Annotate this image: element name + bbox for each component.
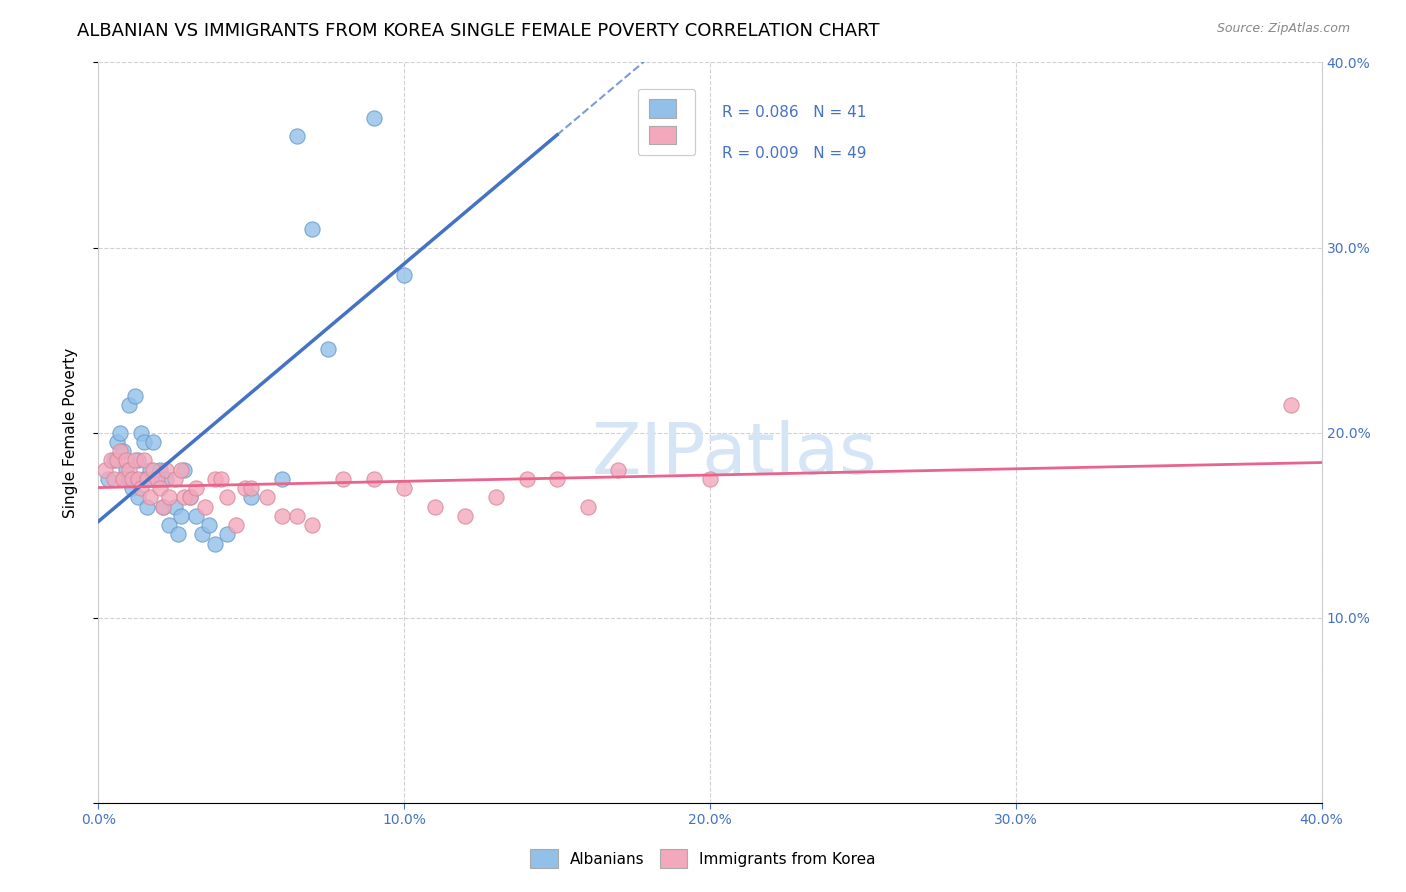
Point bbox=[194, 500, 217, 514]
Point bbox=[516, 472, 538, 486]
Point bbox=[363, 472, 385, 486]
Point bbox=[1279, 398, 1302, 412]
Point bbox=[105, 434, 128, 449]
Point bbox=[301, 222, 323, 236]
Point bbox=[204, 536, 226, 550]
Point bbox=[129, 481, 152, 495]
Text: ALBANIAN VS IMMIGRANTS FROM KOREA SINGLE FEMALE POVERTY CORRELATION CHART: ALBANIAN VS IMMIGRANTS FROM KOREA SINGLE… bbox=[77, 22, 880, 40]
Point bbox=[173, 491, 195, 505]
Point bbox=[105, 453, 128, 467]
Point bbox=[454, 508, 477, 523]
Point bbox=[225, 518, 247, 533]
Point bbox=[256, 491, 278, 505]
Point bbox=[127, 453, 149, 467]
Point bbox=[108, 425, 131, 440]
Point bbox=[167, 527, 190, 541]
Point bbox=[127, 491, 149, 505]
Legend: , : , bbox=[638, 88, 695, 155]
Point bbox=[129, 425, 152, 440]
Point bbox=[136, 500, 159, 514]
Y-axis label: Single Female Poverty: Single Female Poverty bbox=[63, 348, 77, 517]
Point bbox=[186, 481, 208, 495]
Point bbox=[139, 462, 162, 476]
Point bbox=[699, 472, 721, 486]
Point bbox=[142, 434, 165, 449]
Point bbox=[316, 343, 339, 357]
Point bbox=[100, 453, 122, 467]
Point bbox=[392, 481, 416, 495]
Point bbox=[191, 527, 214, 541]
Point bbox=[215, 527, 238, 541]
Point bbox=[145, 472, 167, 486]
Point bbox=[163, 500, 186, 514]
Point bbox=[240, 491, 263, 505]
Point bbox=[204, 472, 226, 486]
Point bbox=[134, 453, 156, 467]
Point bbox=[127, 472, 149, 486]
Point bbox=[197, 518, 219, 533]
Point bbox=[179, 491, 201, 505]
Text: R = 0.086   N = 41: R = 0.086 N = 41 bbox=[723, 104, 866, 120]
Point bbox=[392, 268, 416, 283]
Point bbox=[240, 481, 263, 495]
Point bbox=[170, 462, 193, 476]
Point bbox=[270, 508, 292, 523]
Point bbox=[285, 508, 308, 523]
Point bbox=[149, 462, 172, 476]
Point bbox=[423, 500, 446, 514]
Text: ZIPatlas: ZIPatlas bbox=[592, 420, 877, 490]
Point bbox=[215, 491, 238, 505]
Point bbox=[157, 518, 180, 533]
Point bbox=[93, 462, 115, 476]
Point bbox=[186, 508, 208, 523]
Point bbox=[363, 111, 385, 125]
Point bbox=[332, 472, 354, 486]
Point bbox=[179, 491, 201, 505]
Point bbox=[145, 472, 167, 486]
Point bbox=[124, 388, 146, 402]
Legend: Albanians, Immigrants from Korea: Albanians, Immigrants from Korea bbox=[523, 841, 883, 875]
Point bbox=[157, 491, 180, 505]
Point bbox=[121, 481, 143, 495]
Point bbox=[173, 462, 195, 476]
Point bbox=[115, 462, 138, 476]
Point bbox=[97, 472, 120, 486]
Point bbox=[136, 472, 159, 486]
Point bbox=[103, 453, 125, 467]
Point bbox=[485, 491, 508, 505]
Point bbox=[285, 129, 308, 144]
Point bbox=[118, 462, 141, 476]
Point bbox=[155, 472, 177, 486]
Point bbox=[124, 453, 146, 467]
Point bbox=[111, 444, 134, 458]
Point bbox=[270, 472, 292, 486]
Point bbox=[546, 472, 568, 486]
Point bbox=[233, 481, 256, 495]
Point bbox=[108, 444, 131, 458]
Point bbox=[155, 462, 177, 476]
Point bbox=[134, 434, 156, 449]
Point bbox=[121, 472, 143, 486]
Point bbox=[139, 491, 162, 505]
Text: Source: ZipAtlas.com: Source: ZipAtlas.com bbox=[1216, 22, 1350, 36]
Point bbox=[103, 472, 125, 486]
Point bbox=[152, 500, 174, 514]
Point bbox=[142, 462, 165, 476]
Point bbox=[111, 472, 134, 486]
Point bbox=[576, 500, 599, 514]
Point bbox=[607, 462, 630, 476]
Point bbox=[118, 472, 141, 486]
Point bbox=[163, 472, 186, 486]
Point bbox=[134, 472, 156, 486]
Point bbox=[115, 453, 138, 467]
Text: R = 0.009   N = 49: R = 0.009 N = 49 bbox=[723, 146, 866, 161]
Point bbox=[301, 518, 323, 533]
Point bbox=[152, 500, 174, 514]
Point bbox=[118, 398, 141, 412]
Point bbox=[149, 481, 172, 495]
Point bbox=[209, 472, 232, 486]
Point bbox=[111, 472, 134, 486]
Point bbox=[170, 508, 193, 523]
